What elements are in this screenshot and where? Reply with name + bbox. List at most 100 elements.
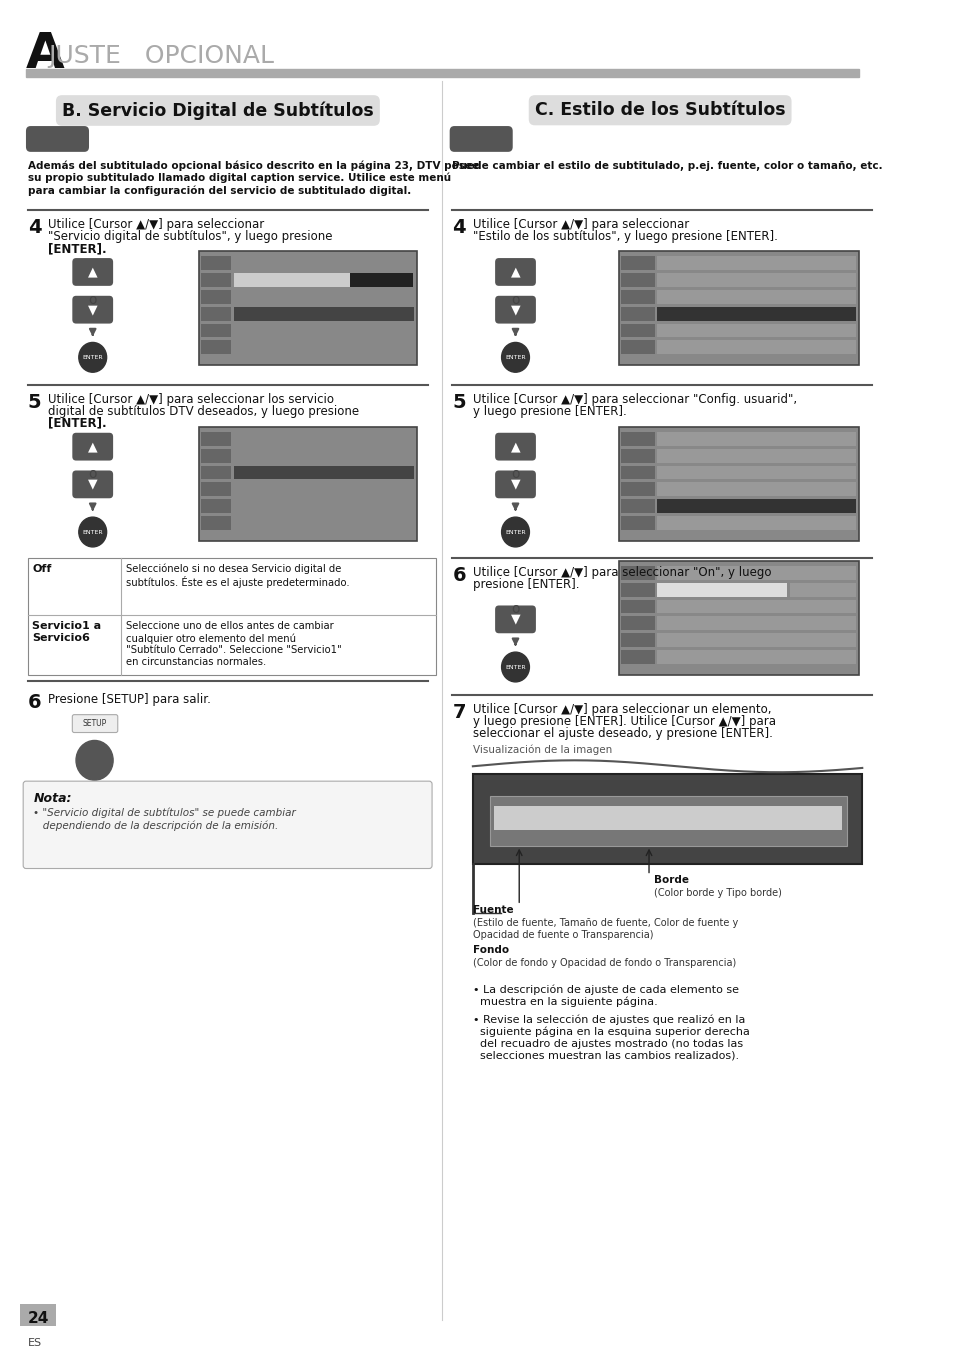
Text: Utilice [Cursor ▲/▼] para seleccionar "On", y luego: Utilice [Cursor ▲/▼] para seleccionar "O…	[473, 566, 771, 578]
Text: o: o	[511, 468, 519, 481]
Circle shape	[501, 652, 529, 682]
Bar	[620, 634, 654, 647]
Text: ▼: ▼	[88, 303, 97, 317]
Bar	[620, 341, 654, 355]
Bar	[620, 307, 654, 321]
Bar	[657, 290, 855, 303]
Bar	[620, 256, 654, 270]
Bar	[199, 251, 416, 365]
Bar	[620, 465, 654, 480]
Text: Utilice [Cursor ▲/▼] para seleccionar los servicio: Utilice [Cursor ▲/▼] para seleccionar lo…	[49, 394, 334, 406]
Bar	[657, 616, 855, 631]
Bar	[233, 449, 414, 462]
Text: ENTER: ENTER	[505, 530, 525, 535]
Bar	[233, 307, 414, 321]
Bar	[657, 582, 786, 597]
Bar	[620, 650, 654, 665]
Text: Selecciónelo si no desea Servicio digital de
subtítulos. Éste es el ajuste prede: Selecciónelo si no desea Servicio digita…	[126, 563, 350, 588]
Bar	[233, 324, 414, 337]
Text: Fuente: Fuente	[473, 906, 513, 915]
Text: • Revise la selección de ajustes que realizó en la
  siguiente página en la esqu: • Revise la selección de ajustes que rea…	[473, 1015, 749, 1061]
Text: 6: 6	[28, 693, 41, 712]
FancyBboxPatch shape	[495, 295, 536, 324]
Bar	[620, 582, 654, 597]
Text: ▼: ▼	[510, 479, 519, 491]
FancyBboxPatch shape	[23, 780, 432, 868]
Text: Además del subtitulado opcional básico descrito en la página 23, DTV posee
su pr: Además del subtitulado opcional básico d…	[28, 160, 478, 195]
Bar	[657, 465, 855, 480]
Bar	[201, 324, 231, 337]
Bar	[657, 499, 855, 514]
FancyBboxPatch shape	[72, 295, 113, 324]
Text: • La descripción de ajuste de cada elemento se
  muestra en la siguiente página.: • La descripción de ajuste de cada eleme…	[473, 984, 738, 1007]
Text: 6: 6	[452, 566, 466, 585]
Bar	[233, 272, 373, 287]
Circle shape	[501, 342, 529, 372]
Bar	[618, 561, 858, 675]
Text: y luego presione [ENTER]. Utilice [Cursor ▲/▼] para: y luego presione [ENTER]. Utilice [Curso…	[473, 714, 775, 728]
Text: C. Estilo de los Subtítulos: C. Estilo de los Subtítulos	[535, 101, 784, 119]
Text: • "Servicio digital de subtítulos" se puede cambiar
   dependiendo de la descrip: • "Servicio digital de subtítulos" se pu…	[33, 807, 295, 830]
FancyBboxPatch shape	[495, 470, 536, 499]
Bar	[620, 431, 654, 446]
Bar	[620, 516, 654, 530]
FancyBboxPatch shape	[72, 433, 113, 461]
Text: 5: 5	[452, 394, 466, 412]
Bar	[620, 483, 654, 496]
Bar	[233, 465, 414, 480]
Text: 24: 24	[28, 1310, 49, 1325]
Text: ▼: ▼	[88, 479, 97, 491]
Text: 4: 4	[452, 218, 466, 237]
Bar	[201, 449, 231, 462]
Text: Visualización de la imagen: Visualización de la imagen	[473, 744, 612, 755]
FancyBboxPatch shape	[449, 127, 512, 152]
Bar	[620, 290, 654, 303]
Circle shape	[79, 518, 107, 547]
Bar	[199, 427, 416, 541]
FancyBboxPatch shape	[26, 127, 89, 152]
Text: ▲: ▲	[510, 441, 519, 453]
FancyBboxPatch shape	[495, 433, 536, 461]
Text: ▼: ▼	[510, 303, 519, 317]
Text: Servicio1 a
Servicio6: Servicio1 a Servicio6	[32, 621, 101, 643]
Bar	[473, 774, 862, 864]
Text: ENTER: ENTER	[82, 355, 103, 360]
Bar	[657, 634, 855, 647]
Bar	[618, 427, 858, 541]
Bar	[201, 516, 231, 530]
Bar	[657, 324, 855, 337]
Bar	[657, 341, 855, 355]
Bar	[233, 431, 414, 446]
FancyBboxPatch shape	[72, 470, 113, 499]
Text: o: o	[511, 603, 519, 616]
Text: seleccionar el ajuste deseado, y presione [ENTER].: seleccionar el ajuste deseado, y presion…	[473, 727, 772, 740]
Text: Utilice [Cursor ▲/▼] para seleccionar "Config. usuarid",: Utilice [Cursor ▲/▼] para seleccionar "C…	[473, 394, 796, 406]
Bar	[620, 616, 654, 631]
Text: ▲: ▲	[88, 266, 97, 279]
Bar	[201, 307, 231, 321]
Bar	[620, 272, 654, 287]
Bar	[201, 256, 231, 270]
Circle shape	[79, 342, 107, 372]
Text: 7: 7	[452, 702, 465, 721]
Text: Fondo: Fondo	[473, 945, 509, 954]
Text: (Color borde y Tipo borde): (Color borde y Tipo borde)	[653, 888, 781, 898]
Bar	[28, 558, 436, 675]
Text: o: o	[89, 468, 97, 481]
Bar	[233, 290, 414, 303]
Text: SETUP: SETUP	[82, 718, 107, 728]
Bar	[657, 483, 855, 496]
Circle shape	[501, 518, 529, 547]
Bar	[201, 483, 231, 496]
Text: Off: Off	[32, 563, 51, 574]
Text: ▼: ▼	[510, 613, 519, 625]
Text: ENTER: ENTER	[82, 530, 103, 535]
Bar	[789, 582, 855, 597]
Text: B. Servicio Digital de Subtítulos: B. Servicio Digital de Subtítulos	[62, 101, 374, 120]
Text: A: A	[26, 30, 65, 78]
Text: 4: 4	[28, 218, 41, 237]
Text: JUSTE   OPCIONAL: JUSTE OPCIONAL	[49, 43, 274, 67]
Text: y luego presione [ENTER].: y luego presione [ENTER].	[473, 404, 626, 418]
Bar	[657, 600, 855, 613]
FancyBboxPatch shape	[495, 605, 536, 634]
